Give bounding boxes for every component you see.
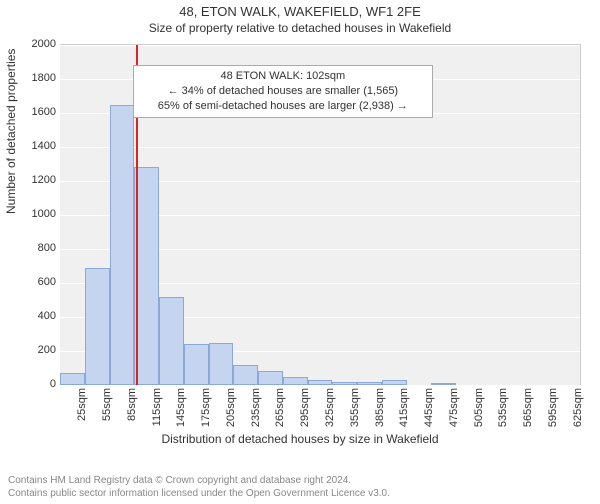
histogram-bar (357, 382, 382, 385)
annotation-line-1: 48 ETON WALK: 102sqm (140, 69, 426, 84)
histogram-bar (110, 105, 135, 386)
chart-container: Number of detached properties 48 ETON WA… (0, 44, 600, 444)
annotation-line-2: ← 34% of detached houses are smaller (1,… (140, 84, 426, 99)
y-tick-label: 2000 (16, 38, 56, 50)
x-tick-label: 85sqm (126, 388, 138, 421)
y-tick-label: 1200 (16, 174, 56, 186)
x-tick-label: 175sqm (200, 388, 212, 427)
histogram-bar (382, 380, 407, 385)
x-tick-label: 145sqm (175, 388, 187, 427)
x-tick-label: 325sqm (324, 388, 336, 427)
x-tick-label: 205sqm (225, 388, 237, 427)
page-title: 48, ETON WALK, WAKEFIELD, WF1 2FE (0, 4, 600, 19)
histogram-bar (308, 380, 333, 385)
x-tick-label: 55sqm (101, 388, 113, 421)
x-tick-label: 475sqm (448, 388, 460, 427)
x-tick-label: 115sqm (151, 388, 163, 426)
gridline (60, 147, 580, 148)
histogram-bar (60, 373, 85, 385)
histogram-bar (209, 343, 234, 386)
x-tick-label: 535sqm (497, 388, 509, 427)
x-tick-label: 385sqm (374, 388, 386, 427)
histogram-bar (283, 377, 308, 386)
gridline (60, 385, 580, 386)
histogram-bar (258, 371, 283, 385)
x-tick-label: 415sqm (398, 388, 410, 427)
annotation-box: 48 ETON WALK: 102sqm← 34% of detached ho… (133, 65, 433, 118)
histogram-bar (184, 344, 209, 385)
y-tick-label: 600 (16, 276, 56, 288)
y-tick-label: 200 (16, 344, 56, 356)
x-tick-label: 265sqm (274, 388, 286, 427)
x-tick-label: 565sqm (522, 388, 534, 427)
x-tick-label: 445sqm (423, 388, 435, 427)
y-tick-label: 0 (16, 378, 56, 390)
plot-area: 48 ETON WALK: 102sqm← 34% of detached ho… (60, 44, 581, 385)
x-tick-label: 355sqm (349, 388, 361, 427)
histogram-bar (134, 167, 159, 385)
y-tick-label: 800 (16, 242, 56, 254)
y-tick-label: 1400 (16, 140, 56, 152)
histogram-bar (85, 268, 110, 385)
histogram-bar (332, 382, 357, 385)
y-tick-label: 400 (16, 310, 56, 322)
x-tick-label: 235sqm (250, 388, 262, 427)
footer-attribution: Contains HM Land Registry data © Crown c… (8, 474, 390, 500)
x-tick-label: 25sqm (76, 388, 88, 421)
x-tick-label: 595sqm (547, 388, 559, 427)
footer-line-1: Contains HM Land Registry data © Crown c… (8, 474, 390, 487)
x-tick-label: 505sqm (473, 388, 485, 427)
x-tick-label: 295sqm (299, 388, 311, 427)
histogram-bar (233, 365, 258, 385)
footer-line-2: Contains public sector information licen… (8, 487, 390, 500)
histogram-bar (431, 383, 456, 385)
gridline (60, 45, 580, 46)
histogram-bar (159, 297, 184, 385)
y-tick-label: 1000 (16, 208, 56, 220)
y-tick-label: 1800 (16, 72, 56, 84)
x-axis-label: Distribution of detached houses by size … (0, 432, 600, 446)
x-tick-label: 625sqm (572, 388, 584, 427)
y-tick-label: 1600 (16, 106, 56, 118)
page-subtitle: Size of property relative to detached ho… (0, 21, 600, 35)
annotation-line-3: 65% of semi-detached houses are larger (… (140, 99, 426, 114)
